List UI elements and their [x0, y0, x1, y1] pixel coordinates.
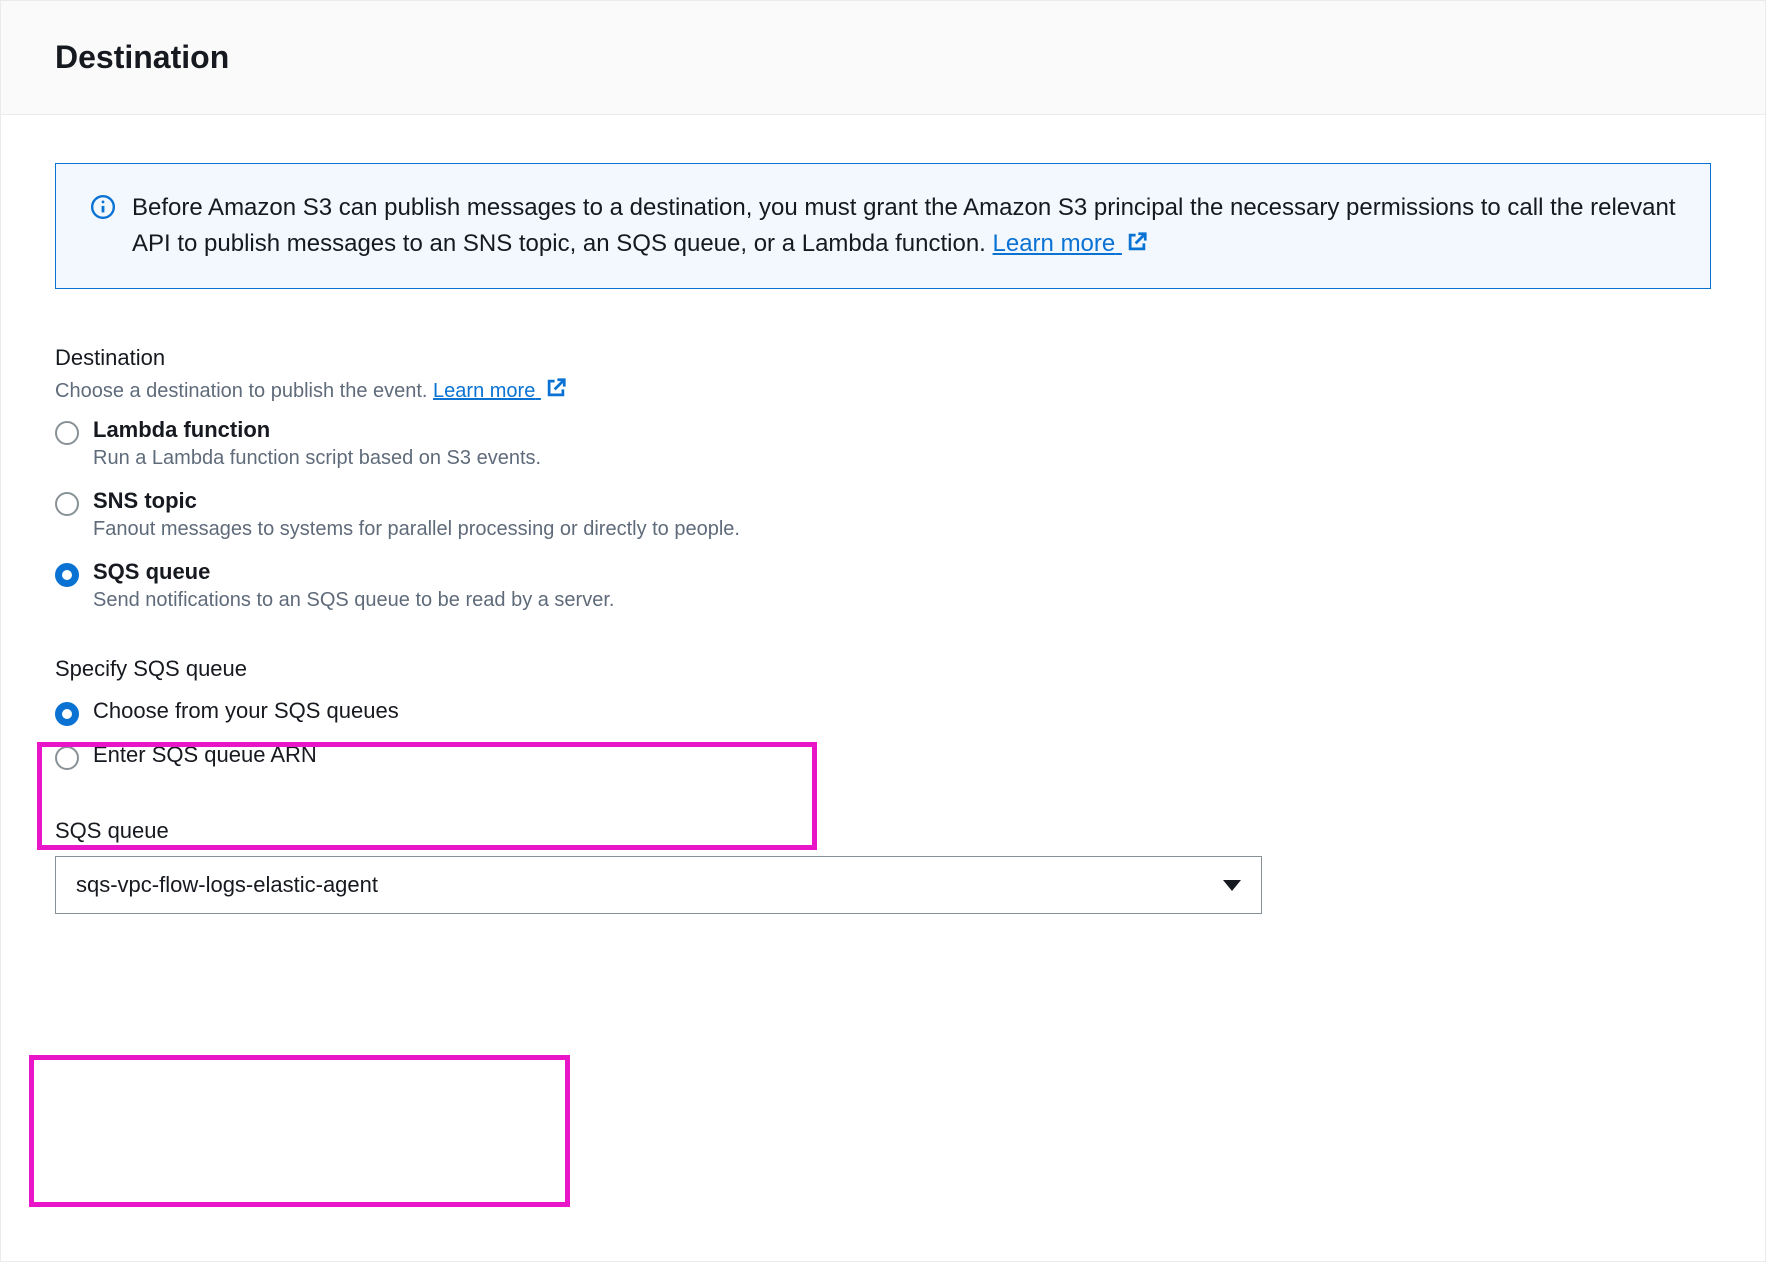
info-banner-message: Before Amazon S3 can publish messages to… — [132, 194, 1676, 257]
info-icon — [90, 194, 116, 220]
radio-circle — [55, 421, 79, 445]
specify-sqs-label: Specify SQS queue — [55, 656, 1711, 682]
radio-circle — [55, 702, 79, 726]
sqs-queue-select-section: SQS queue sqs-vpc-flow-logs-elastic-agen… — [55, 818, 1711, 914]
destination-label: Destination — [55, 345, 1711, 371]
panel-content: Before Amazon S3 can publish messages to… — [1, 115, 1765, 962]
external-link-icon — [1126, 231, 1148, 253]
radio-title: SNS topic — [93, 488, 740, 514]
radio-sns-topic[interactable]: SNS topic Fanout messages to systems for… — [55, 488, 1711, 541]
external-link-icon — [545, 377, 567, 399]
destination-learn-more-link[interactable]: Learn more — [433, 380, 567, 402]
radio-sqs-queue[interactable]: SQS queue Send notifications to an SQS q… — [55, 559, 1711, 612]
radio-lambda-function[interactable]: Lambda function Run a Lambda function sc… — [55, 417, 1711, 470]
panel-header: Destination — [1, 1, 1765, 115]
radio-title: Lambda function — [93, 417, 541, 443]
destination-learn-more-text: Learn more — [433, 380, 535, 402]
destination-hint: Choose a destination to publish the even… — [55, 377, 1711, 403]
destination-field: Destination Choose a destination to publ… — [55, 345, 1711, 612]
radio-choose-from-queues[interactable]: Choose from your SQS queues — [55, 698, 1711, 726]
radio-text: SNS topic Fanout messages to systems for… — [93, 488, 740, 541]
sqs-queue-label: SQS queue — [55, 818, 1711, 844]
radio-desc: Send notifications to an SQS queue to be… — [93, 589, 614, 612]
specify-sqs-section: Specify SQS queue Choose from your SQS q… — [55, 656, 1711, 770]
radio-text: Enter SQS queue ARN — [93, 742, 317, 768]
destination-hint-text: Choose a destination to publish the even… — [55, 380, 433, 402]
info-learn-more-link[interactable]: Learn more — [993, 230, 1148, 257]
info-banner: Before Amazon S3 can publish messages to… — [55, 163, 1711, 289]
radio-title: SQS queue — [93, 559, 614, 585]
radio-desc: Run a Lambda function script based on S3… — [93, 447, 541, 470]
radio-text: Choose from your SQS queues — [93, 698, 399, 724]
radio-circle — [55, 492, 79, 516]
specify-radio-group: Choose from your SQS queues Enter SQS qu… — [55, 698, 1711, 770]
info-banner-text: Before Amazon S3 can publish messages to… — [132, 190, 1676, 262]
radio-circle — [55, 563, 79, 587]
radio-title: Enter SQS queue ARN — [93, 742, 317, 768]
sqs-queue-select[interactable]: sqs-vpc-flow-logs-elastic-agent — [55, 856, 1262, 914]
sqs-queue-select-value: sqs-vpc-flow-logs-elastic-agent — [76, 872, 378, 898]
info-learn-more-text: Learn more — [993, 230, 1116, 257]
destination-radio-group: Lambda function Run a Lambda function sc… — [55, 417, 1711, 612]
caret-down-icon — [1223, 880, 1241, 891]
radio-circle — [55, 746, 79, 770]
radio-desc: Fanout messages to systems for parallel … — [93, 518, 740, 541]
radio-text: SQS queue Send notifications to an SQS q… — [93, 559, 614, 612]
radio-enter-arn[interactable]: Enter SQS queue ARN — [55, 742, 1711, 770]
panel-title: Destination — [55, 39, 1711, 76]
destination-panel: Destination Before Amazon S3 can publish… — [0, 0, 1766, 1262]
radio-title: Choose from your SQS queues — [93, 698, 399, 724]
annotation-highlight-sqs-select — [29, 1055, 570, 1207]
radio-text: Lambda function Run a Lambda function sc… — [93, 417, 541, 470]
